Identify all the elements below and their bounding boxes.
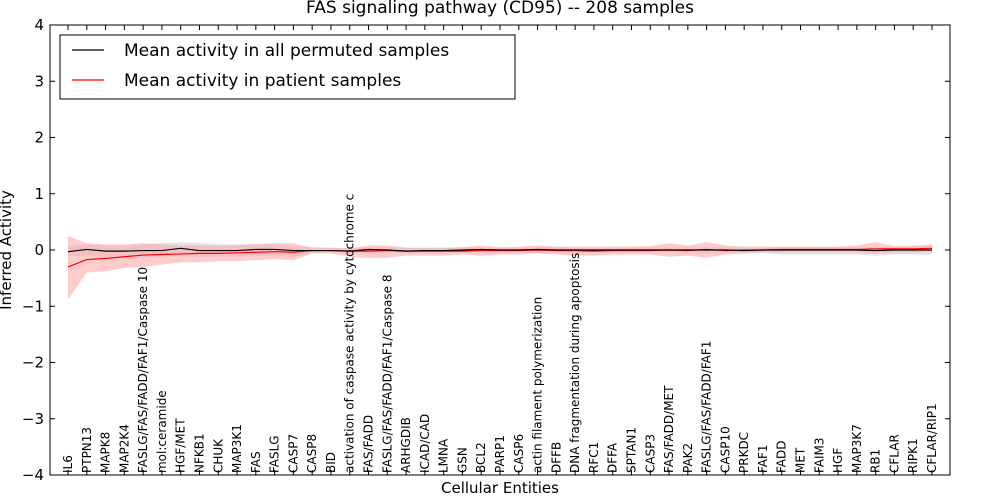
x-tick-label: CFLAR/RIP1 xyxy=(925,403,939,473)
x-tick-label: RB1 xyxy=(869,449,883,473)
y-axis-label: Inferred Activity xyxy=(0,190,15,310)
x-tick-label: CASP8 xyxy=(305,434,319,473)
x-tick-label: FAS/FADD xyxy=(362,415,376,473)
x-tick-label: CASP7 xyxy=(286,434,300,473)
x-tick-label: RIPK1 xyxy=(906,438,920,473)
x-tick-label: FASLG/FAS/FADD/FAF1/Caspase 8 xyxy=(380,275,394,473)
x-tick-label: PARP1 xyxy=(493,435,507,473)
x-axis-label: Cellular Entities xyxy=(441,479,559,497)
x-tick-label: FAS/FADD/MET xyxy=(662,385,676,473)
chart-title: FAS signaling pathway (CD95) -- 208 samp… xyxy=(306,0,694,18)
x-tick-label: ARHGDIB xyxy=(399,417,413,473)
x-tick-label: MAP3K7 xyxy=(850,424,864,473)
x-tick-label: FADD xyxy=(775,441,789,474)
x-tick-label: HGF xyxy=(831,448,845,473)
x-tick-label: RFC1 xyxy=(587,442,601,473)
y-tick-label: 0 xyxy=(34,241,44,259)
y-tick-label: −2 xyxy=(22,354,44,372)
legend-box xyxy=(59,34,516,100)
x-tick-label: MAP2K4 xyxy=(117,424,131,473)
x-tick-label: FASLG xyxy=(268,435,282,473)
x-tick-label: MET xyxy=(794,447,808,473)
x-tick-label: BID xyxy=(324,452,338,473)
x-tick-label: CASP3 xyxy=(643,434,657,473)
y-tick-label: −3 xyxy=(22,410,44,428)
x-tick-label: IL6 xyxy=(61,455,75,473)
x-tick-label: BCL2 xyxy=(474,442,488,473)
x-tick-label: SPTAN1 xyxy=(624,427,638,473)
y-tick-label: 1 xyxy=(34,185,44,203)
x-tick-label: activation of caspase activity by cytoch… xyxy=(343,194,357,473)
x-tick-label: MAPK8 xyxy=(99,432,113,473)
x-tick-label: FASLG/FAS/FADD/FAF1/Caspase 10 xyxy=(136,267,150,473)
x-tick-label: DFFA xyxy=(606,442,620,473)
x-tick-label: PRKDC xyxy=(737,432,751,473)
x-tick-label: FAIM3 xyxy=(812,437,826,473)
y-tick-label: −4 xyxy=(22,466,44,484)
x-tick-label: FASLG/FAS/FADD/FAF1 xyxy=(700,341,714,473)
x-tick-label: CFLAR xyxy=(887,434,901,473)
series-0-line xyxy=(67,247,932,253)
x-tick-label: FAF1 xyxy=(756,444,770,473)
x-tick-label: mol:ceramide xyxy=(155,390,169,473)
x-tick-label: HGF/MET xyxy=(174,418,188,473)
y-tick-label: 4 xyxy=(34,16,44,34)
plot-area: −4 −3 −2 −1 0 1 2 3 4 IL6 PTPN13 MAPK8 MAP2K4 FASLG/F… xyxy=(22,16,951,484)
x-tick-label: DFFB xyxy=(549,442,563,473)
y-tick-label: 2 xyxy=(34,129,44,147)
x-tick-label: GSN xyxy=(455,447,469,473)
x-tick-label: LMNA xyxy=(437,438,451,473)
x-tick-label: NFKB1 xyxy=(192,433,206,473)
x-tick-label: FAS xyxy=(249,451,263,473)
y-tick-label: 3 xyxy=(34,72,44,90)
legend: Mean activity in all permuted samples Mea… xyxy=(59,34,516,100)
x-tick-label: CASP6 xyxy=(512,434,526,473)
y-tick-label: −1 xyxy=(22,297,44,315)
legend-label-0: Mean activity in all permuted samples xyxy=(124,41,449,61)
x-tick-label: ICAD/CAD xyxy=(418,414,432,473)
x-tick-label: CHUK xyxy=(211,438,225,473)
x-tick-label: PAK2 xyxy=(681,443,695,473)
x-tick-label: DNA fragmentation during apoptosis xyxy=(568,253,582,473)
x-tick-label: MAP3K1 xyxy=(230,424,244,473)
x-tick-label: CASP10 xyxy=(718,426,732,473)
x-tick-label: PTPN13 xyxy=(80,427,94,473)
x-tick-label: actin filament polymerization xyxy=(531,297,545,473)
legend-label-1: Mean activity in patient samples xyxy=(124,71,401,91)
